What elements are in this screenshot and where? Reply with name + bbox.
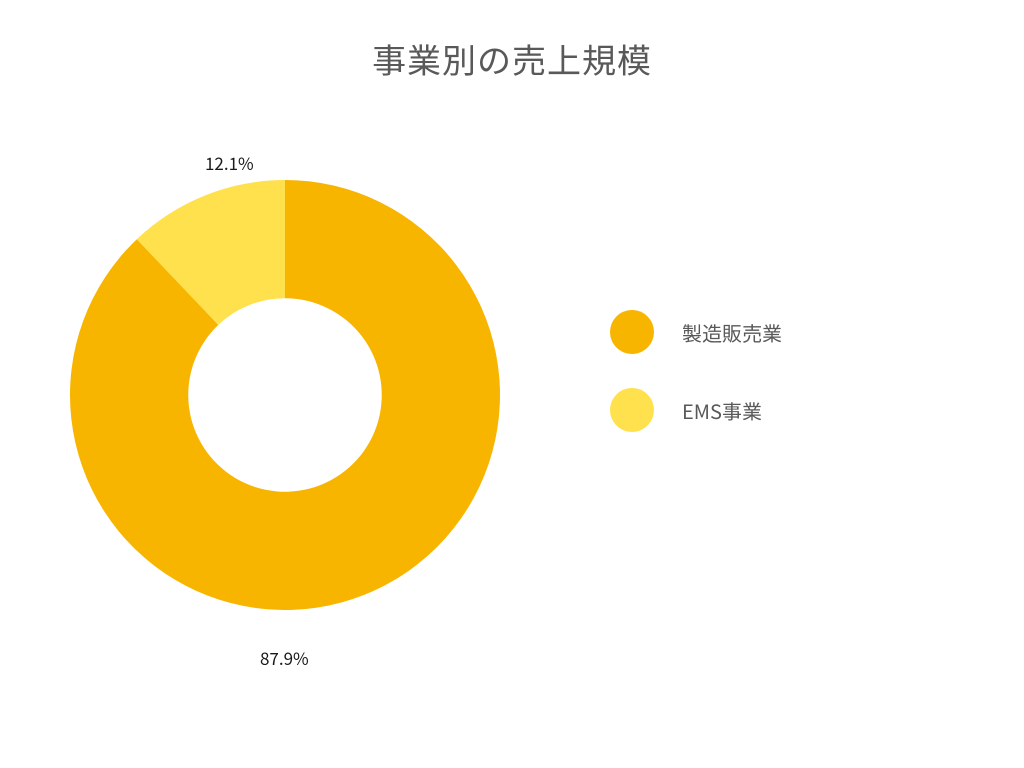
slice-label-manufacturing: 87.9% <box>260 645 309 670</box>
donut-chart <box>70 180 500 610</box>
legend-label-ems: EMS事業 <box>682 396 762 425</box>
chart-legend: 製造販売業 EMS事業 <box>610 310 782 466</box>
legend-swatch-ems <box>610 388 654 432</box>
legend-item-ems: EMS事業 <box>610 388 782 432</box>
donut-chart-area: 12.1% 87.9% <box>70 130 530 690</box>
donut-slice-0 <box>70 180 500 610</box>
legend-label-manufacturing: 製造販売業 <box>682 318 782 347</box>
chart-page: 事業別の売上規模 12.1% 87.9% 製造販売業 EMS事業 <box>0 0 1024 768</box>
slice-label-ems: 12.1% <box>205 150 254 175</box>
chart-title: 事業別の売上規模 <box>0 34 1024 83</box>
legend-item-manufacturing: 製造販売業 <box>610 310 782 354</box>
legend-swatch-manufacturing <box>610 310 654 354</box>
